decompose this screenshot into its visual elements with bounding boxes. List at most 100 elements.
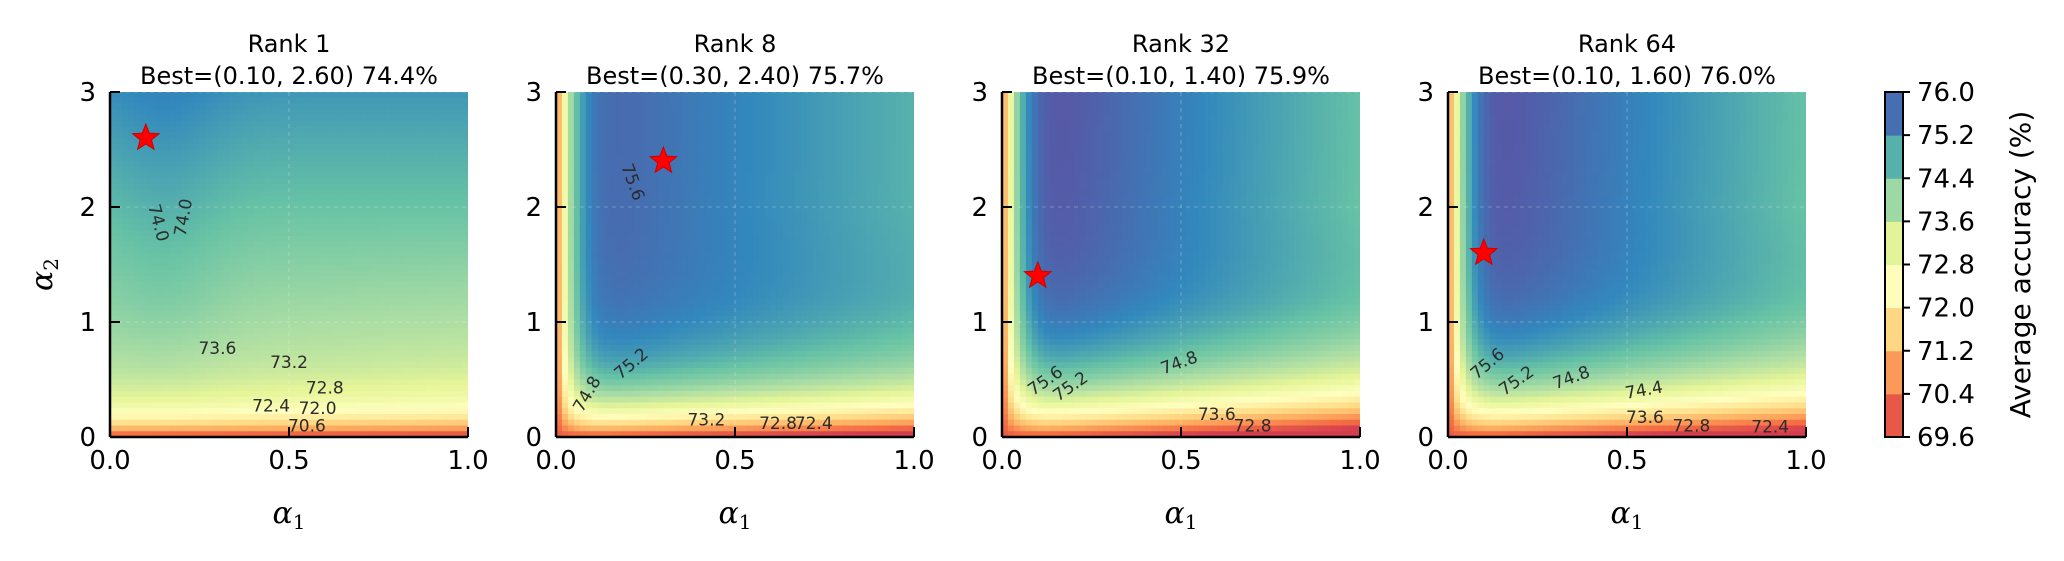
- heatmap-cell: [556, 92, 563, 99]
- heatmap-cell: [597, 201, 605, 208]
- heatmap-cell: [157, 241, 165, 248]
- heatmap-cell: [265, 293, 272, 300]
- heatmap-cell: [294, 195, 302, 202]
- heatmap-cell: [633, 402, 641, 409]
- heatmap-cell: [402, 293, 409, 300]
- heatmap-cell: [438, 362, 445, 369]
- heatmap-cell: [354, 322, 362, 329]
- heatmap-cell: [687, 189, 694, 197]
- heatmap-cell: [175, 276, 183, 283]
- heatmap-cell: [324, 155, 332, 162]
- heatmap-cell: [687, 149, 694, 156]
- heatmap-cell: [402, 287, 409, 294]
- heatmap-cell: [348, 356, 356, 363]
- heatmap-cell: [235, 322, 242, 329]
- heatmap-cell: [127, 419, 135, 427]
- heatmap-cell: [235, 132, 242, 139]
- heatmap-cell: [217, 184, 224, 191]
- heatmap-cell: [348, 396, 356, 404]
- heatmap-cell: [669, 276, 676, 283]
- heatmap-cell: [615, 166, 623, 174]
- heatmap-cell: [265, 396, 272, 404]
- heatmap-cell: [408, 414, 415, 421]
- heatmap-cell: [241, 327, 248, 335]
- heatmap-cell: [396, 425, 403, 432]
- heatmap-cell: [241, 241, 248, 248]
- heatmap-cell: [420, 161, 427, 168]
- heatmap-cell: [556, 385, 563, 392]
- contour-label: 73.6: [198, 339, 236, 359]
- heatmap-cell: [456, 356, 463, 363]
- heatmap-cell: [163, 143, 171, 151]
- heatmap-cell: [163, 149, 171, 156]
- heatmap-cell: [193, 212, 201, 220]
- heatmap-cell: [277, 379, 284, 386]
- heatmap-cell: [289, 178, 296, 185]
- heatmap-cell: [342, 166, 350, 174]
- heatmap-cell: [199, 212, 207, 220]
- heatmap-cell: [121, 414, 129, 421]
- heatmap-cell: [121, 132, 129, 139]
- heatmap-cell: [330, 385, 338, 392]
- heatmap-cell: [235, 230, 242, 237]
- heatmap-cell: [306, 201, 314, 208]
- heatmap-cell: [193, 304, 201, 312]
- heatmap-cell: [169, 178, 177, 185]
- heatmap-cell: [229, 189, 236, 197]
- heatmap-cell: [438, 201, 445, 208]
- heatmap-cell: [396, 264, 403, 271]
- heatmap-cell: [372, 195, 380, 202]
- heatmap-cell: [645, 195, 653, 202]
- heatmap-cell: [229, 419, 236, 427]
- heatmap-cell: [336, 97, 344, 105]
- heatmap-cell: [384, 362, 392, 369]
- heatmap-cell: [235, 419, 242, 427]
- heatmap-cell: [444, 373, 451, 381]
- heatmap-cell: [247, 207, 254, 214]
- heatmap-cell: [324, 247, 332, 254]
- heatmap-cell: [187, 385, 195, 392]
- heatmap-cell: [253, 178, 260, 185]
- heatmap-cell: [603, 414, 611, 421]
- heatmap-cell: [127, 230, 135, 237]
- heatmap-cell: [438, 149, 445, 156]
- heatmap-cell: [645, 126, 653, 133]
- heatmap-cell: [151, 362, 159, 369]
- heatmap-cell: [354, 247, 362, 254]
- heatmap-cell: [426, 103, 433, 110]
- heatmap-cell: [253, 362, 260, 369]
- heatmap-cell: [444, 207, 451, 214]
- heatmap-cell: [289, 235, 296, 243]
- heatmap-cell: [277, 431, 284, 437]
- heatmap-cell: [289, 339, 296, 346]
- heatmap-cell: [145, 402, 153, 409]
- heatmap-cell: [223, 414, 230, 421]
- heatmap-cell: [115, 402, 123, 409]
- heatmap-cell: [127, 327, 135, 335]
- heatmap-cell: [621, 109, 629, 116]
- heatmap-cell: [669, 362, 676, 369]
- heatmap-cell: [609, 287, 617, 294]
- heatmap-cell: [229, 258, 236, 266]
- heatmap-cell: [133, 299, 141, 306]
- heatmap-cell: [408, 161, 415, 168]
- heatmap-cell: [390, 270, 397, 277]
- heatmap-cell: [687, 230, 694, 237]
- heatmap-cell: [621, 373, 629, 381]
- heatmap-cell: [675, 310, 682, 317]
- heatmap-cell: [312, 350, 320, 358]
- heatmap-cell: [277, 103, 284, 110]
- heatmap-cell: [253, 207, 260, 214]
- heatmap-cell: [402, 97, 409, 105]
- heatmap-cell: [354, 109, 362, 116]
- heatmap-cell: [675, 304, 682, 312]
- heatmap-cell: [462, 385, 468, 392]
- heatmap-cell: [627, 362, 635, 369]
- heatmap-cell: [591, 161, 599, 168]
- heatmap-cell: [265, 149, 272, 156]
- heatmap-cell: [657, 391, 664, 398]
- heatmap-cell: [127, 172, 135, 179]
- heatmap-cell: [675, 373, 682, 381]
- heatmap-cell: [217, 299, 224, 306]
- heatmap-cell: [396, 333, 403, 340]
